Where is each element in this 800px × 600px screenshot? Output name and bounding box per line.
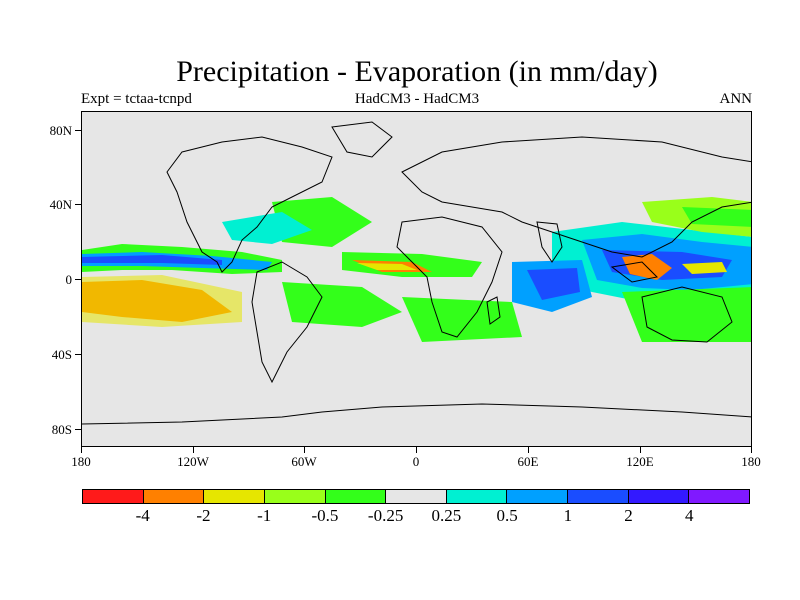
southern-band-1 [282, 282, 402, 327]
x-label-60e: 60E [517, 454, 539, 469]
atlantic-dry-core-2 [357, 263, 417, 270]
y-label-40n: 40N [49, 197, 72, 212]
x-tick [193, 447, 194, 453]
indian-ocean-core [527, 268, 580, 300]
colorbar-segment [507, 490, 569, 503]
colorbar-label: 4 [685, 506, 694, 525]
x-tick [640, 447, 641, 453]
colorbar-label: -4 [135, 506, 150, 525]
precip-field [82, 197, 751, 342]
southern-band-2 [402, 297, 522, 342]
colorbar-label: -2 [196, 506, 211, 525]
colorbar-label: 0.25 [431, 506, 462, 525]
coast-south-america [251, 261, 323, 384]
colorbar-label: 2 [624, 506, 633, 525]
gulf-stream [222, 212, 312, 244]
x-tick [528, 447, 529, 453]
model-label: HadCM3 - HadCM3 [354, 91, 480, 107]
south-pacific-dry-edge [82, 275, 242, 327]
y-tick [75, 279, 81, 280]
coast-eurasia [401, 136, 751, 258]
x-label-120e: 120E [626, 454, 654, 469]
coast-madagascar [486, 296, 501, 325]
colorbar-segment [446, 490, 508, 503]
colorbar-label: 0.5 [496, 506, 518, 525]
y-tick [75, 354, 81, 355]
x-tick [751, 447, 752, 453]
x-label-180e: 180 [741, 454, 761, 469]
colorbar-label: -0.25 [367, 506, 404, 525]
y-tick [75, 130, 81, 131]
maritime-continent-neg-2 [682, 262, 727, 274]
y-label-0: 0 [65, 272, 73, 287]
y-label-40s: 40S [51, 347, 72, 362]
colorbar-segment [264, 490, 326, 503]
colorbar-segment [689, 490, 750, 503]
coast-indonesia [610, 261, 659, 283]
colorbar-segment [83, 490, 144, 503]
y-label-80n: 80N [49, 123, 72, 138]
north-pacific-track-2 [682, 207, 751, 227]
southern-band-3 [622, 287, 751, 342]
map-title: Precipitation - Evaporation (in mm/day) [176, 55, 658, 88]
experiment-label: Expt = tctaa-tcnpd [81, 91, 192, 107]
x-tick [81, 447, 82, 453]
season-label: ANN [719, 91, 753, 107]
colorbar-segment [325, 490, 387, 503]
y-tick [75, 204, 81, 205]
colorbar-label: 1 [563, 506, 573, 525]
y-label-80s: 80S [51, 422, 72, 437]
x-label-120w: 120W [177, 454, 209, 469]
colorbar-segment [628, 490, 690, 503]
colorbar-label: -0.5 [311, 506, 339, 525]
map-svg [82, 121, 751, 425]
x-tick [304, 447, 305, 453]
colorbar [82, 489, 750, 504]
coast-australia [641, 286, 733, 343]
x-label-60w: 60W [291, 454, 317, 469]
x-label-0: 0 [412, 454, 420, 469]
coast-greenland [331, 121, 393, 158]
x-label-180w: 180 [71, 454, 91, 469]
colorbar-segment [386, 490, 447, 503]
colorbar-segment [143, 490, 205, 503]
map-panel [81, 111, 752, 447]
x-tick [416, 447, 417, 453]
itcz-core-west-2 [82, 255, 222, 265]
coast-north-america [166, 136, 333, 273]
coast-india [536, 221, 563, 263]
colorbar-segment [204, 490, 265, 503]
coastlines [82, 121, 751, 425]
colorbar-label: -1 [257, 506, 272, 525]
coast-africa [396, 216, 503, 338]
colorbar-segment [568, 490, 629, 503]
coast-antarctica [82, 403, 751, 425]
y-tick [75, 429, 81, 430]
